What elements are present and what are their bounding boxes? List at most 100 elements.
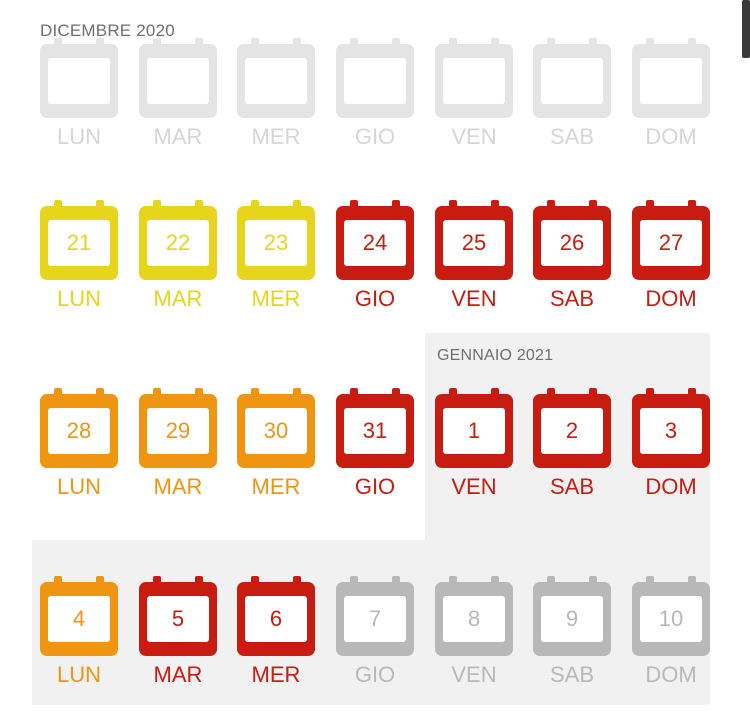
calendar-day[interactable]: 23 MER: [237, 200, 315, 311]
calendar-day[interactable]: 3 DOM: [632, 388, 710, 499]
calendar-icon: [632, 38, 710, 118]
month-header-december: DICEMBRE 2020: [40, 21, 175, 40]
weekday-label: SAB: [549, 286, 595, 311]
calendar-day[interactable]: 27 DOM: [632, 200, 710, 311]
calendar-day[interactable]: DOM: [632, 38, 710, 149]
calendar-icon: 5: [139, 576, 217, 656]
day-number: 5: [147, 596, 209, 642]
day-number: [147, 58, 209, 104]
weekday-label: MAR: [153, 662, 203, 687]
calendar-day[interactable]: 10 DOM: [632, 576, 710, 687]
weekday-label: MAR: [153, 474, 203, 499]
day-number: 26: [541, 220, 603, 266]
day-number: 9: [541, 596, 603, 642]
day-number: 30: [245, 408, 307, 454]
calendar-day[interactable]: SAB: [533, 38, 611, 149]
weekday-label: SAB: [549, 662, 595, 687]
weekday-label: MER: [251, 286, 301, 311]
weekday-label: DOM: [645, 124, 697, 149]
calendar-day[interactable]: 25 VEN: [435, 200, 513, 311]
calendar-icon: [237, 38, 315, 118]
calendar-day[interactable]: 22 MAR: [139, 200, 217, 311]
calendar-icon: 28: [40, 388, 118, 468]
calendar-day[interactable]: VEN: [435, 38, 513, 149]
calendar-icon: 26: [533, 200, 611, 280]
calendar-icon: 2: [533, 388, 611, 468]
calendar-day[interactable]: 4 LUN: [40, 576, 118, 687]
weekday-label: GIO: [354, 662, 396, 687]
calendar-day[interactable]: 21 LUN: [40, 200, 118, 311]
calendar-day[interactable]: MAR: [139, 38, 217, 149]
calendar-icon: 22: [139, 200, 217, 280]
day-number: 23: [245, 220, 307, 266]
calendar-icon: 23: [237, 200, 315, 280]
calendar-day[interactable]: 29 MAR: [139, 388, 217, 499]
weekday-label: LUN: [56, 286, 101, 311]
weekday-label: DOM: [645, 662, 697, 687]
calendar-icon: 24: [336, 200, 414, 280]
weekday-label: LUN: [56, 662, 101, 687]
calendar-icon: 8: [435, 576, 513, 656]
calendar-day[interactable]: 6 MER: [237, 576, 315, 687]
calendar-day[interactable]: 28 LUN: [40, 388, 118, 499]
calendar-icon: 29: [139, 388, 217, 468]
calendar-day[interactable]: 2 SAB: [533, 388, 611, 499]
day-number: 10: [640, 596, 702, 642]
weekday-label: GIO: [354, 474, 396, 499]
calendar-icon: 21: [40, 200, 118, 280]
calendar-icon: 27: [632, 200, 710, 280]
day-number: 28: [48, 408, 110, 454]
day-number: [640, 58, 702, 104]
day-number: 27: [640, 220, 702, 266]
calendar-day[interactable]: LUN: [40, 38, 118, 149]
day-number: 4: [48, 596, 110, 642]
calendar-day[interactable]: 26 SAB: [533, 200, 611, 311]
weekday-label: MAR: [153, 124, 203, 149]
scrollbar[interactable]: [742, 0, 750, 58]
calendar-day[interactable]: 30 MER: [237, 388, 315, 499]
calendar-icon: 4: [40, 576, 118, 656]
day-number: 29: [147, 408, 209, 454]
day-number: 6: [245, 596, 307, 642]
weekday-label: VEN: [451, 474, 497, 499]
day-number: [48, 58, 110, 104]
weekday-label: VEN: [451, 662, 497, 687]
day-number: 2: [541, 408, 603, 454]
calendar-day[interactable]: 5 MAR: [139, 576, 217, 687]
day-number: 21: [48, 220, 110, 266]
calendar-day[interactable]: GIO: [336, 38, 414, 149]
calendar-icon: [533, 38, 611, 118]
calendar-icon: 6: [237, 576, 315, 656]
calendar-day[interactable]: 9 SAB: [533, 576, 611, 687]
weekday-label: GIO: [354, 286, 396, 311]
weekday-label: MAR: [153, 286, 203, 311]
calendar-icon: 30: [237, 388, 315, 468]
day-number: 25: [443, 220, 505, 266]
calendar-icon: 10: [632, 576, 710, 656]
calendar-day[interactable]: 7 GIO: [336, 576, 414, 687]
calendar-icon: 25: [435, 200, 513, 280]
calendar-day[interactable]: 8 VEN: [435, 576, 513, 687]
calendar-icon: 3: [632, 388, 710, 468]
day-number: 3: [640, 408, 702, 454]
calendar-day[interactable]: 1 VEN: [435, 388, 513, 499]
day-number: [245, 58, 307, 104]
day-number: 8: [443, 596, 505, 642]
calendar-icon: 31: [336, 388, 414, 468]
day-number: 24: [344, 220, 406, 266]
calendar-day[interactable]: 24 GIO: [336, 200, 414, 311]
weekday-label: MER: [251, 474, 301, 499]
calendar-icon: [139, 38, 217, 118]
calendar-icon: [435, 38, 513, 118]
weekday-label: GIO: [354, 124, 396, 149]
day-number: [443, 58, 505, 104]
day-number: 22: [147, 220, 209, 266]
weekday-label: LUN: [56, 474, 101, 499]
weekday-label: DOM: [645, 286, 697, 311]
calendar-day[interactable]: 31 GIO: [336, 388, 414, 499]
day-number: [344, 58, 406, 104]
calendar-day[interactable]: MER: [237, 38, 315, 149]
weekday-label: SAB: [549, 474, 595, 499]
day-number: 7: [344, 596, 406, 642]
calendar-icon: 9: [533, 576, 611, 656]
